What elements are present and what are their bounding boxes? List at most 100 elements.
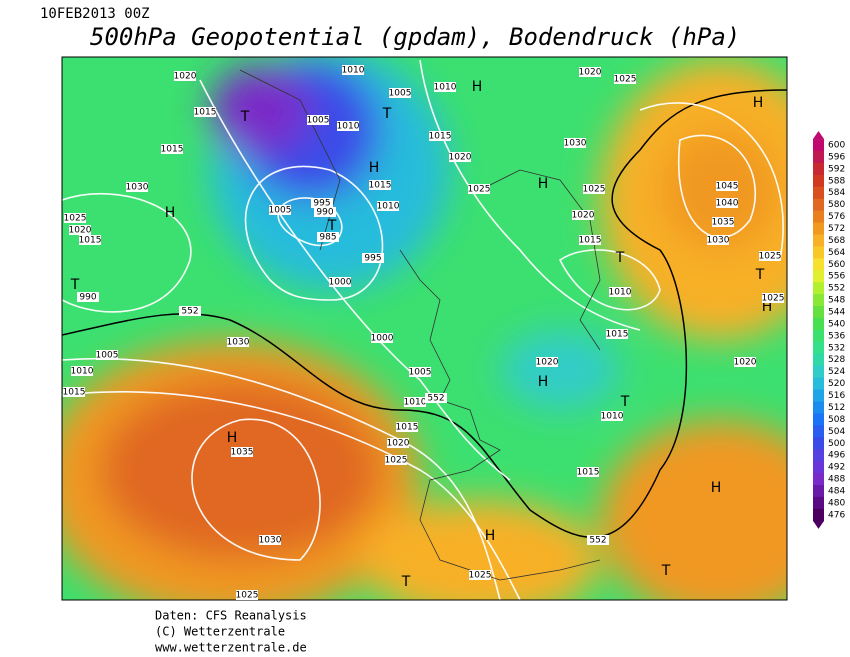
isobar-label-bg [387, 438, 409, 448]
colorbar-label: 532 [828, 343, 845, 353]
footer-line: Daten: CFS Reanalysis [155, 609, 307, 623]
colorbar-swatch [813, 353, 824, 367]
isobar-label: 1015 [79, 236, 102, 246]
colorbar-swatch [813, 508, 824, 522]
isobar-label-bg [716, 198, 738, 208]
isobar-label: 1015 [396, 423, 419, 433]
isobar-label-bg [587, 535, 609, 545]
isobar-label: 1010 [377, 202, 400, 212]
map-field [62, 57, 787, 600]
pressure-center: H [369, 160, 380, 176]
isobar-label-bg [579, 235, 601, 245]
isobar-label: 1015 [194, 108, 217, 118]
isobar-label: 1025 [385, 456, 408, 466]
isobar-label-bg [601, 411, 623, 421]
isobar-label: 1025 [469, 571, 492, 581]
isobar-label: 995 [313, 199, 330, 209]
colorbar-label: 560 [828, 260, 845, 270]
colorbar-swatch [813, 413, 824, 426]
isobar-label-bg [577, 467, 599, 477]
isobar-label-bg [329, 277, 351, 287]
isobar-label: 1035 [231, 448, 254, 458]
isobar-label: 1015 [577, 468, 600, 478]
isobar-label-bg [377, 201, 399, 211]
isobar-label-bg [429, 131, 451, 141]
isobar-label: 1010 [601, 412, 624, 422]
isobar-label-bg [79, 235, 101, 245]
isobar-label-bg [161, 144, 183, 154]
isobar-label-bg [707, 235, 729, 245]
isobar-label-bg [385, 455, 407, 465]
colorbar-label: 540 [828, 319, 845, 329]
isobar-label: 552 [589, 536, 606, 546]
isobar-label: 1015 [579, 236, 602, 246]
colorbar-label: 556 [828, 272, 845, 282]
colorbar-label: 572 [828, 224, 845, 234]
colorbar-swatch [813, 270, 824, 283]
isobar-label: 1005 [96, 351, 119, 361]
footer-line: www.wetterzentrale.de [155, 641, 307, 655]
colorbar-label: 512 [828, 403, 845, 413]
isobar-label: 1025 [759, 252, 782, 262]
isobar-label-bg [734, 357, 756, 367]
isobar-label-bg [469, 570, 491, 580]
pressure-center: H [472, 79, 483, 95]
colorbar-swatch [813, 282, 824, 295]
isobar-label: 1025 [762, 294, 785, 304]
isobar-label-bg [337, 121, 359, 131]
colorbar-swatch [813, 437, 824, 450]
isobar-label: 1005 [269, 206, 292, 216]
isobar-label: 1020 [387, 439, 410, 449]
colorbar-swatch [813, 162, 824, 176]
isobar-label: 1010 [404, 398, 427, 408]
colorbar-arrow [813, 131, 824, 139]
map-frame [61, 56, 788, 601]
isobar-label: 1010 [609, 288, 632, 298]
colorbar-swatch [813, 174, 824, 188]
colorbar-swatch [813, 461, 824, 474]
colorbar-swatch [813, 294, 824, 307]
colorbar-swatch [813, 234, 824, 247]
colorbar-swatch [813, 317, 824, 331]
isobar-label-bg [231, 447, 253, 457]
isobar-label-bg [371, 333, 393, 343]
colorbar-label: 564 [828, 248, 845, 258]
colorbar-swatch [813, 139, 824, 152]
isobar-label: 1015 [429, 132, 452, 142]
isobar-label-bg [194, 107, 216, 117]
colorbar-label: 516 [828, 391, 845, 401]
isobar-label-bg [64, 213, 86, 223]
isobar-label-bg [96, 350, 118, 360]
colorbar-swatch [813, 341, 824, 355]
isobar-label-bg [468, 184, 490, 194]
isobar-label: 552 [181, 307, 198, 317]
colorbar-swatch [813, 258, 824, 271]
colorbar-swatch [813, 365, 824, 379]
isobar-label-bg [579, 67, 601, 77]
isobar-label-bg [174, 71, 196, 81]
colorbar-swatch [813, 389, 824, 402]
colorbar-label: 492 [828, 463, 845, 473]
pressure-center: H [538, 374, 549, 390]
colorbar-label: 488 [828, 475, 845, 485]
colorbar-label: 500 [828, 439, 845, 449]
isobar-label-bg [434, 82, 456, 92]
isobar-label: 1000 [329, 278, 352, 288]
isobar-label: 1015 [369, 181, 392, 191]
colorbar-label: 584 [828, 188, 845, 198]
isobar-label-bg [572, 210, 594, 220]
isobar-label-bg [77, 292, 99, 302]
colorbar-swatch [813, 150, 824, 164]
colorbar-swatch [813, 210, 824, 224]
colorbar-swatch [813, 329, 824, 343]
pressure-center: H [165, 205, 176, 221]
isobar-label: 1010 [342, 66, 365, 76]
isobar-label-bg [712, 217, 734, 227]
colorbar-swatch [813, 222, 824, 235]
colorbar-label: 552 [828, 284, 845, 294]
colorbar-swatch [813, 246, 824, 259]
isobar-label-bg [314, 207, 336, 217]
colorbar-swatch [813, 186, 824, 200]
